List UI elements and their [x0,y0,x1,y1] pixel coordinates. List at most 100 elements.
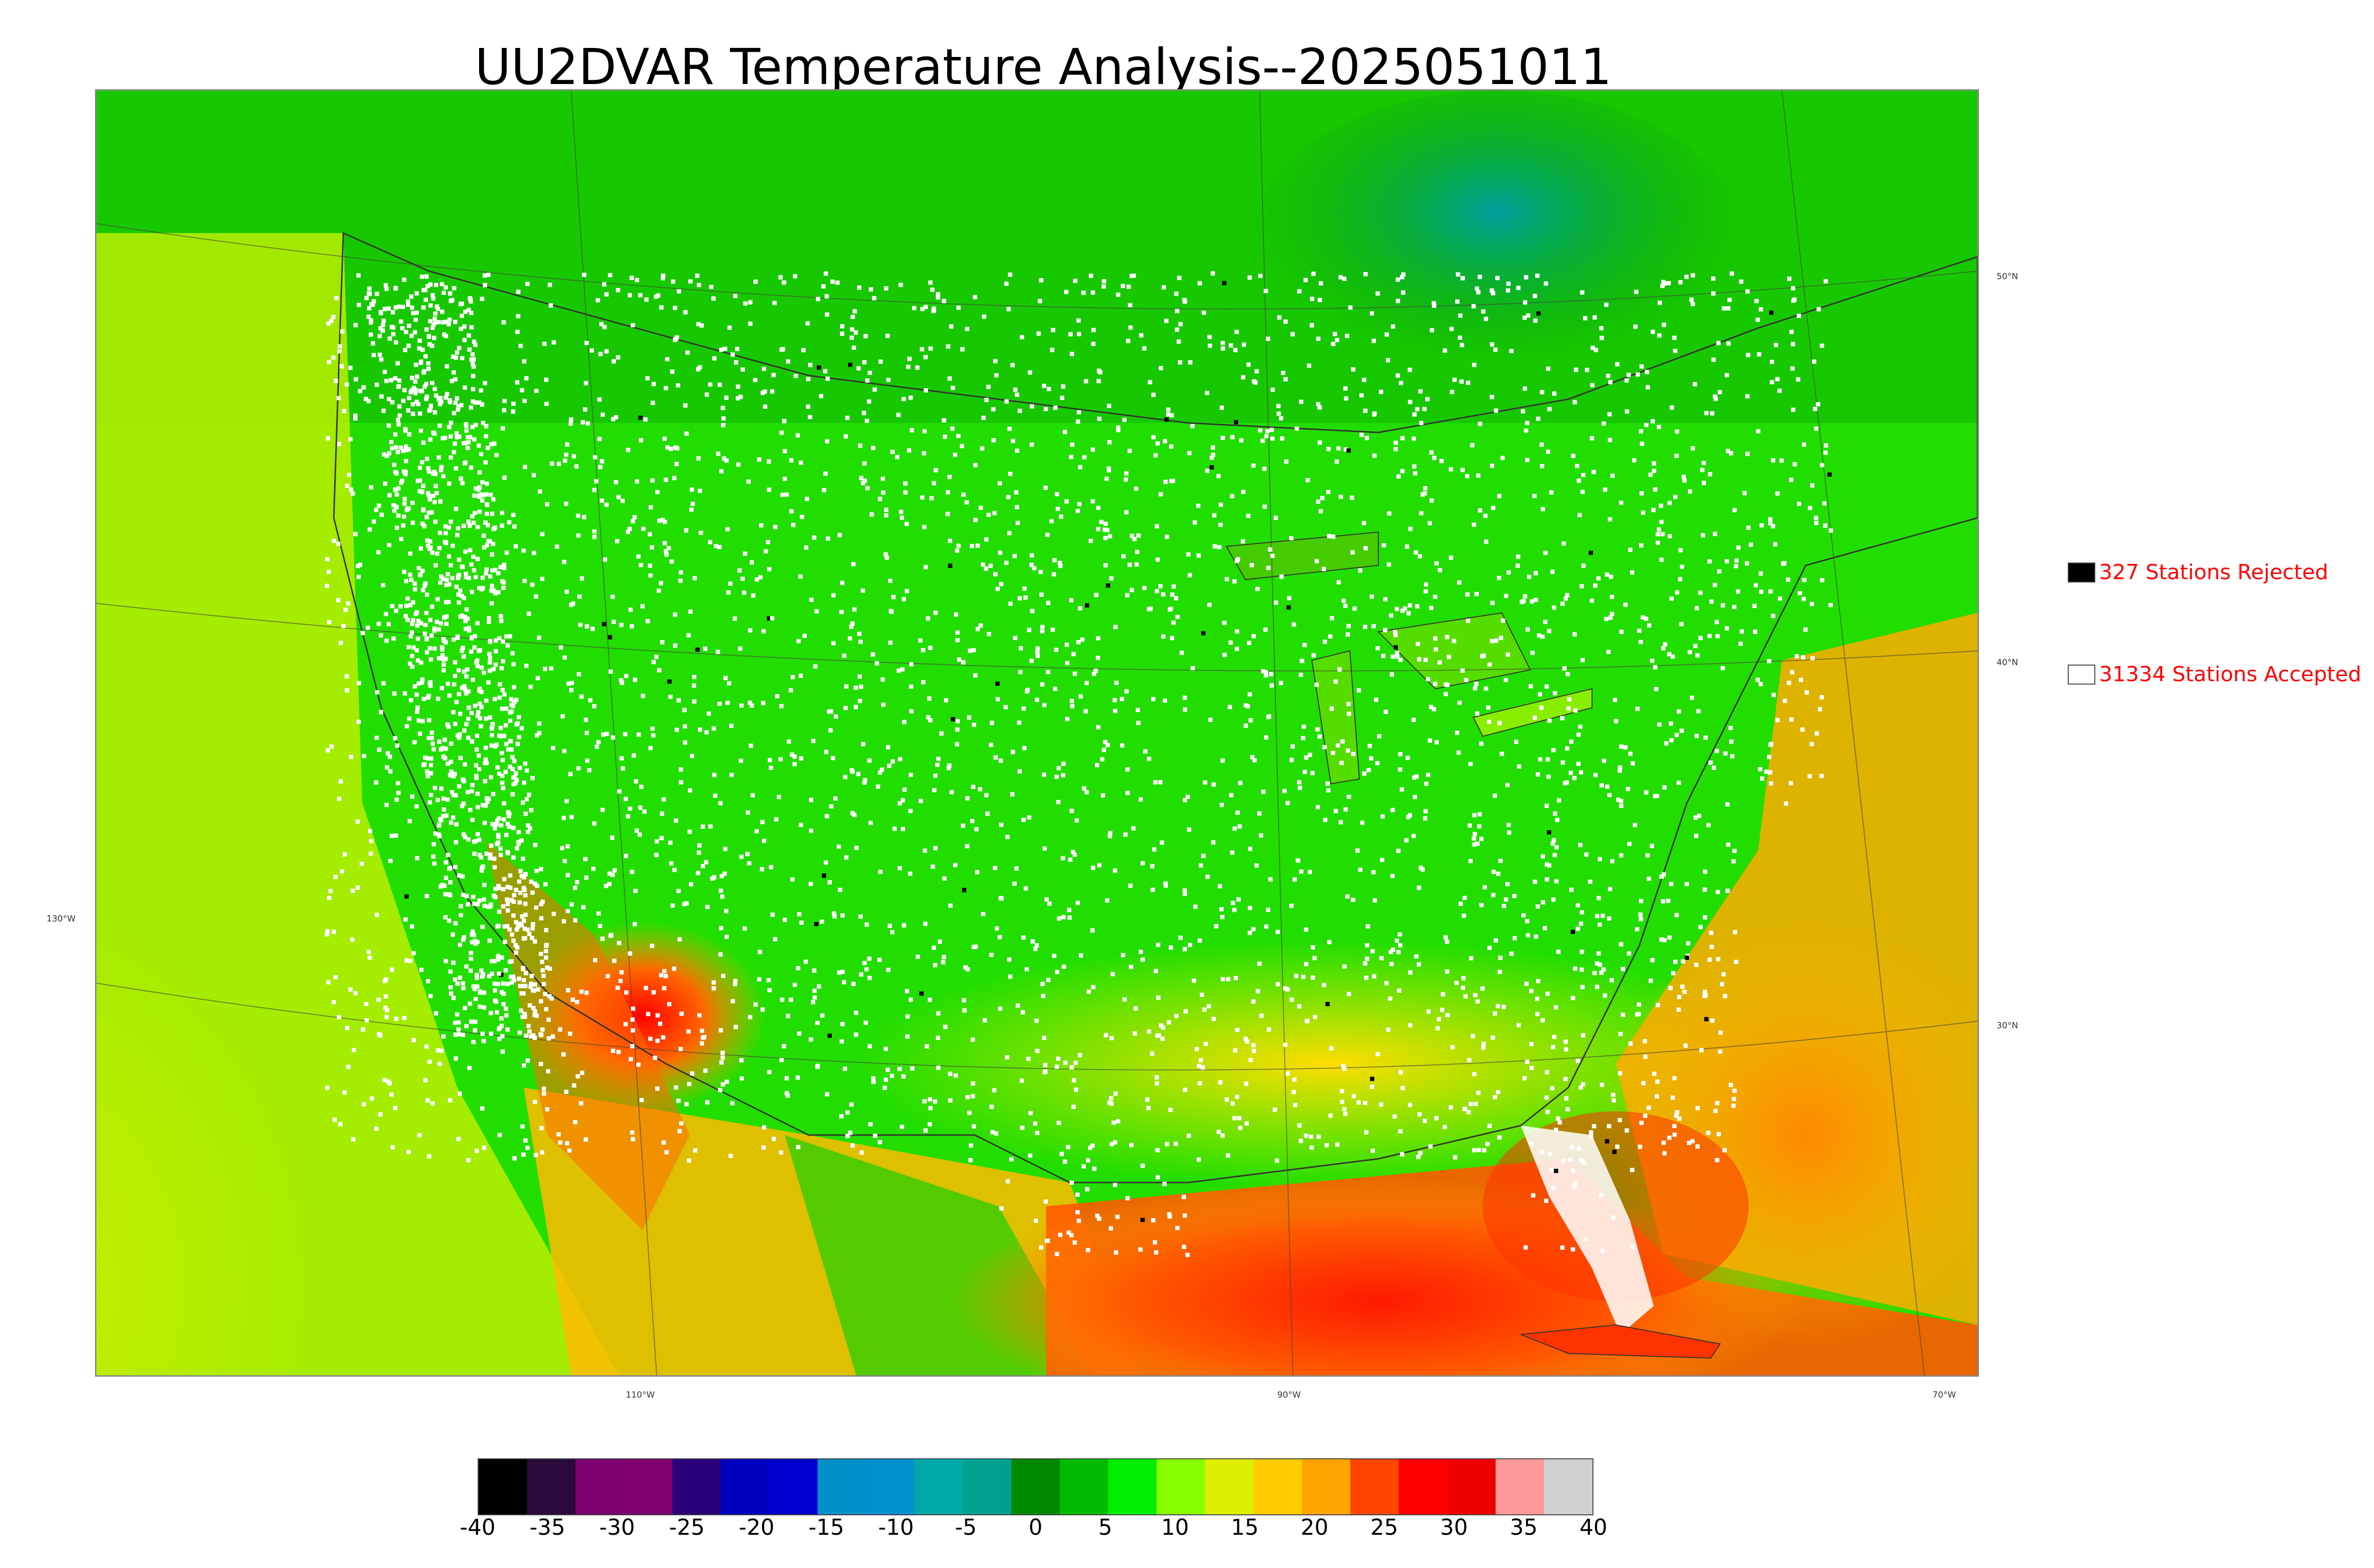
station-accepted-marker [1697,814,1702,818]
station-accepted-marker [1055,970,1059,974]
station-accepted-marker [743,926,747,931]
station-accepted-marker [725,701,730,705]
station-accepted-marker [1343,447,1348,452]
station-accepted-marker [915,955,920,959]
station-accepted-marker [1469,956,1473,960]
station-accepted-marker [463,687,468,692]
station-accepted-marker [387,543,392,547]
station-accepted-marker [1069,598,1074,603]
station-accepted-marker [1546,774,1551,779]
station-accepted-marker [1341,599,1346,603]
station-accepted-marker [960,444,964,449]
station-accepted-marker [1347,992,1351,996]
station-accepted-marker [704,860,708,864]
station-accepted-marker [439,621,443,626]
station-accepted-marker [1781,561,1785,566]
station-accepted-marker [1771,693,1776,697]
station-accepted-marker [509,703,514,707]
station-accepted-marker [419,967,424,972]
station-accepted-marker [399,480,404,485]
station-accepted-marker [496,835,501,839]
station-accepted-marker [1155,557,1160,562]
station-accepted-marker [1419,511,1423,516]
station-accepted-marker [357,302,361,307]
station-accepted-marker [780,997,784,1002]
station-accepted-marker [410,500,415,505]
station-accepted-marker [517,879,522,884]
station-accepted-marker [494,999,499,1004]
station-accepted-marker [480,498,485,503]
station-accepted-marker [457,732,462,737]
station-accepted-marker [638,805,642,810]
station-accepted-marker [453,660,458,665]
station-accepted-marker [342,1090,347,1095]
station-accepted-marker [716,649,720,654]
station-accepted-marker [1673,495,1678,499]
station-accepted-marker [902,597,906,601]
station-accepted-marker [402,501,407,506]
station-accepted-marker [749,703,754,708]
station-accepted-marker [499,734,503,739]
station-accepted-marker [801,348,806,353]
station-accepted-marker [1643,1054,1648,1059]
station-accepted-marker [903,490,908,495]
station-accepted-marker [1202,1007,1207,1012]
station-accepted-marker [1042,384,1046,388]
station-accepted-marker [1075,419,1080,424]
station-accepted-marker [384,379,389,383]
station-accepted-marker [1550,841,1555,846]
station-accepted-marker [699,323,704,328]
station-accepted-marker [1338,495,1343,499]
station-accepted-marker [1715,1158,1720,1163]
station-accepted-marker [766,978,771,983]
station-accepted-marker [520,800,525,805]
station-accepted-marker [436,397,441,402]
station-accepted-marker [806,376,810,381]
station-accepted-marker [642,809,647,814]
station-accepted-marker [488,574,492,579]
station-accepted-marker [708,540,713,545]
station-accepted-marker [670,369,675,374]
station-accepted-marker [517,921,522,926]
station-accepted-marker [1251,463,1256,468]
station-accepted-marker [1433,647,1438,652]
station-accepted-marker [1066,1230,1071,1235]
station-accepted-marker [763,549,768,554]
station-accepted-marker [907,448,912,453]
station-accepted-marker [381,323,386,328]
station-accepted-marker [1575,926,1580,931]
station-accepted-marker [1122,997,1127,1002]
station-accepted-marker [1086,1158,1090,1163]
station-accepted-marker [561,919,566,924]
station-accepted-marker [844,855,848,860]
station-accepted-marker [389,440,394,444]
station-accepted-marker [1758,571,1763,576]
station-accepted-marker [457,434,462,439]
station-accepted-marker [534,389,539,394]
station-accepted-marker [792,754,797,759]
station-accepted-marker [1178,322,1183,327]
station-accepted-marker [1601,913,1605,918]
station-accepted-marker [360,630,365,635]
station-accepted-marker [1575,1059,1580,1063]
station-accepted-marker [1045,533,1050,537]
station-accepted-marker [1400,787,1404,792]
station-accepted-marker [367,949,371,954]
station-accepted-marker [462,762,467,767]
station-accepted-marker [385,453,389,458]
station-accepted-marker [770,912,775,917]
station-accepted-marker [1222,620,1227,625]
station-accepted-marker [873,1134,877,1138]
station-accepted-marker [455,396,460,401]
station-accepted-marker [1512,894,1517,898]
station-accepted-marker [1823,523,1828,528]
station-accepted-marker [717,545,722,549]
station-accepted-marker [1145,1097,1149,1102]
station-accepted-marker [1504,593,1508,598]
station-accepted-marker [941,960,945,965]
temperature-map[interactable] [95,89,1979,1377]
station-accepted-marker [472,839,477,844]
station-accepted-marker [476,710,480,714]
station-accepted-marker [1170,592,1175,597]
station-accepted-marker [737,568,742,573]
